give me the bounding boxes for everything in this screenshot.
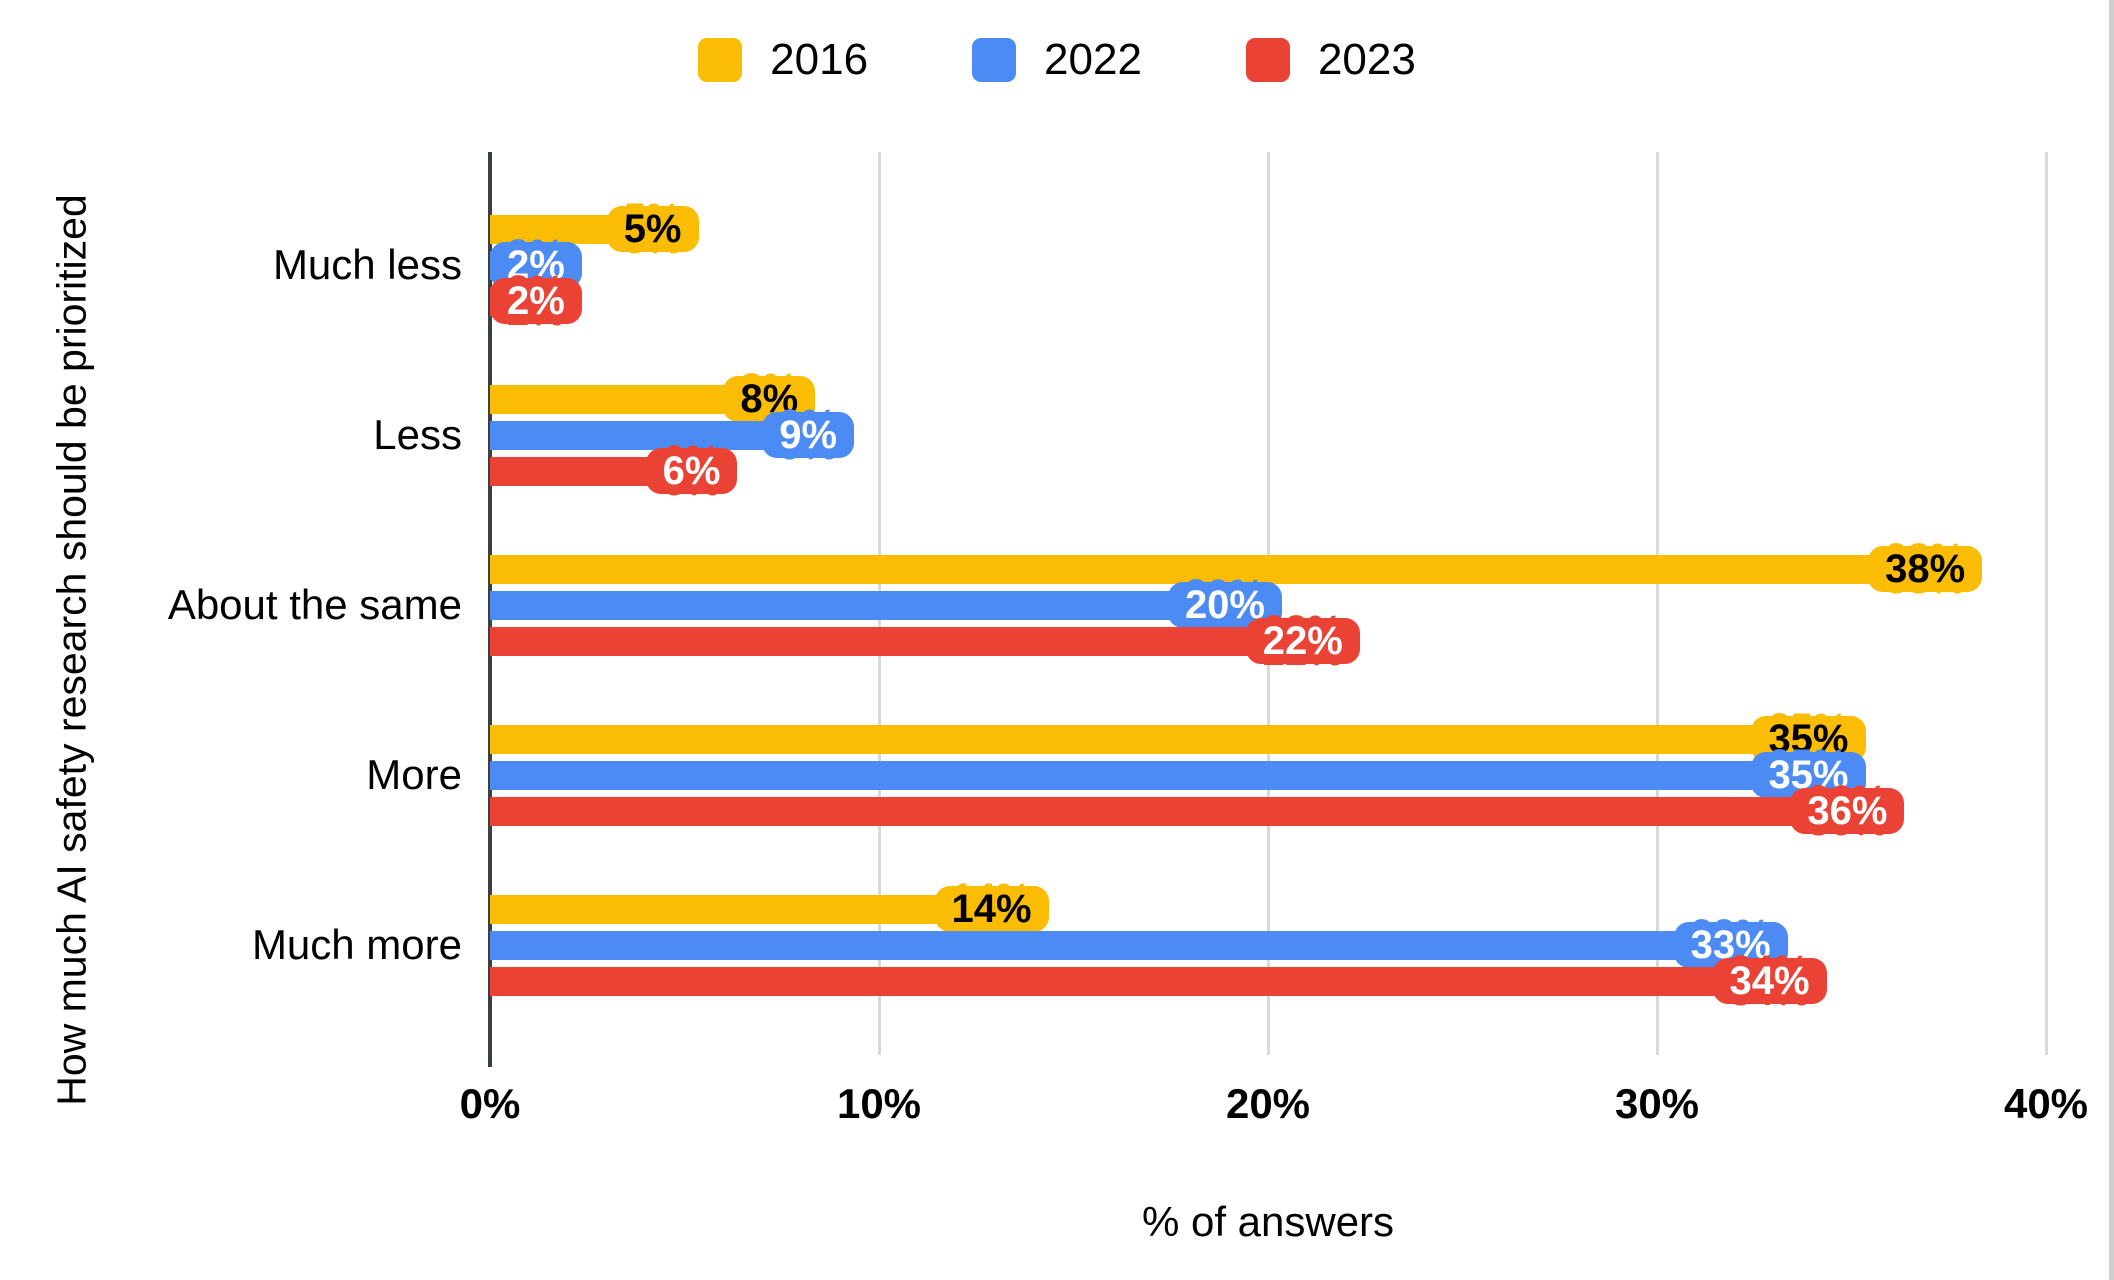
x-tick-label: 10%: [836, 1080, 922, 1127]
bar-2022-much-more: [490, 930, 1774, 960]
value-label: 5%: [606, 206, 699, 252]
value-label: 34%: [1712, 958, 1827, 1004]
category-label: About the same: [167, 581, 462, 628]
category-label: Much more: [251, 921, 462, 968]
value-label: 38%: [1868, 546, 1983, 592]
gridline: [1655, 152, 1659, 1055]
value-label: 6%: [645, 448, 738, 494]
legend-swatch: [1245, 38, 1290, 82]
bar-2022-more: [490, 760, 1852, 790]
category-label: Less: [373, 411, 462, 458]
bar-2023-about-the-same: [490, 626, 1346, 656]
x-axis-title: % of answers: [1141, 1198, 1395, 1245]
bar-2016-about-the-same: [490, 554, 1969, 584]
legend-swatch: [698, 38, 743, 82]
category-label: More: [366, 751, 462, 798]
value-label: 22%: [1245, 618, 1360, 664]
legend-label: 2023: [1317, 35, 1416, 84]
x-tick-label: 0%: [459, 1080, 521, 1127]
bar-2023-more: [490, 796, 1891, 826]
value-label: 20%: [1167, 582, 1282, 628]
bar-2016-more: [490, 724, 1852, 754]
legend-swatch: [972, 38, 1017, 82]
value-label: 9%: [762, 412, 855, 458]
bar-2023-much-more: [490, 966, 1813, 996]
x-tick-label: 30%: [1614, 1080, 1700, 1127]
x-tick-label: 20%: [1225, 1080, 1311, 1127]
legend-label: 2016: [770, 35, 869, 84]
value-label: 36%: [1790, 788, 1905, 834]
legend-item: 2016: [698, 38, 868, 82]
value-label: 14%: [934, 886, 1049, 932]
legend-item: 2023: [1245, 35, 1416, 84]
chart-legend: 2016 2022 2023: [0, 38, 2114, 82]
right-frame-line: [2109, 0, 2114, 1280]
legend-label: 2022: [1044, 35, 1142, 84]
x-tick-label: 40%: [2003, 1080, 2089, 1127]
bar-2022-about-the-same: [490, 590, 1268, 620]
category-label: Much less: [272, 241, 462, 288]
gridline: [2044, 152, 2048, 1055]
value-label: 2%: [490, 278, 582, 324]
legend-item: 2022: [972, 38, 1142, 82]
